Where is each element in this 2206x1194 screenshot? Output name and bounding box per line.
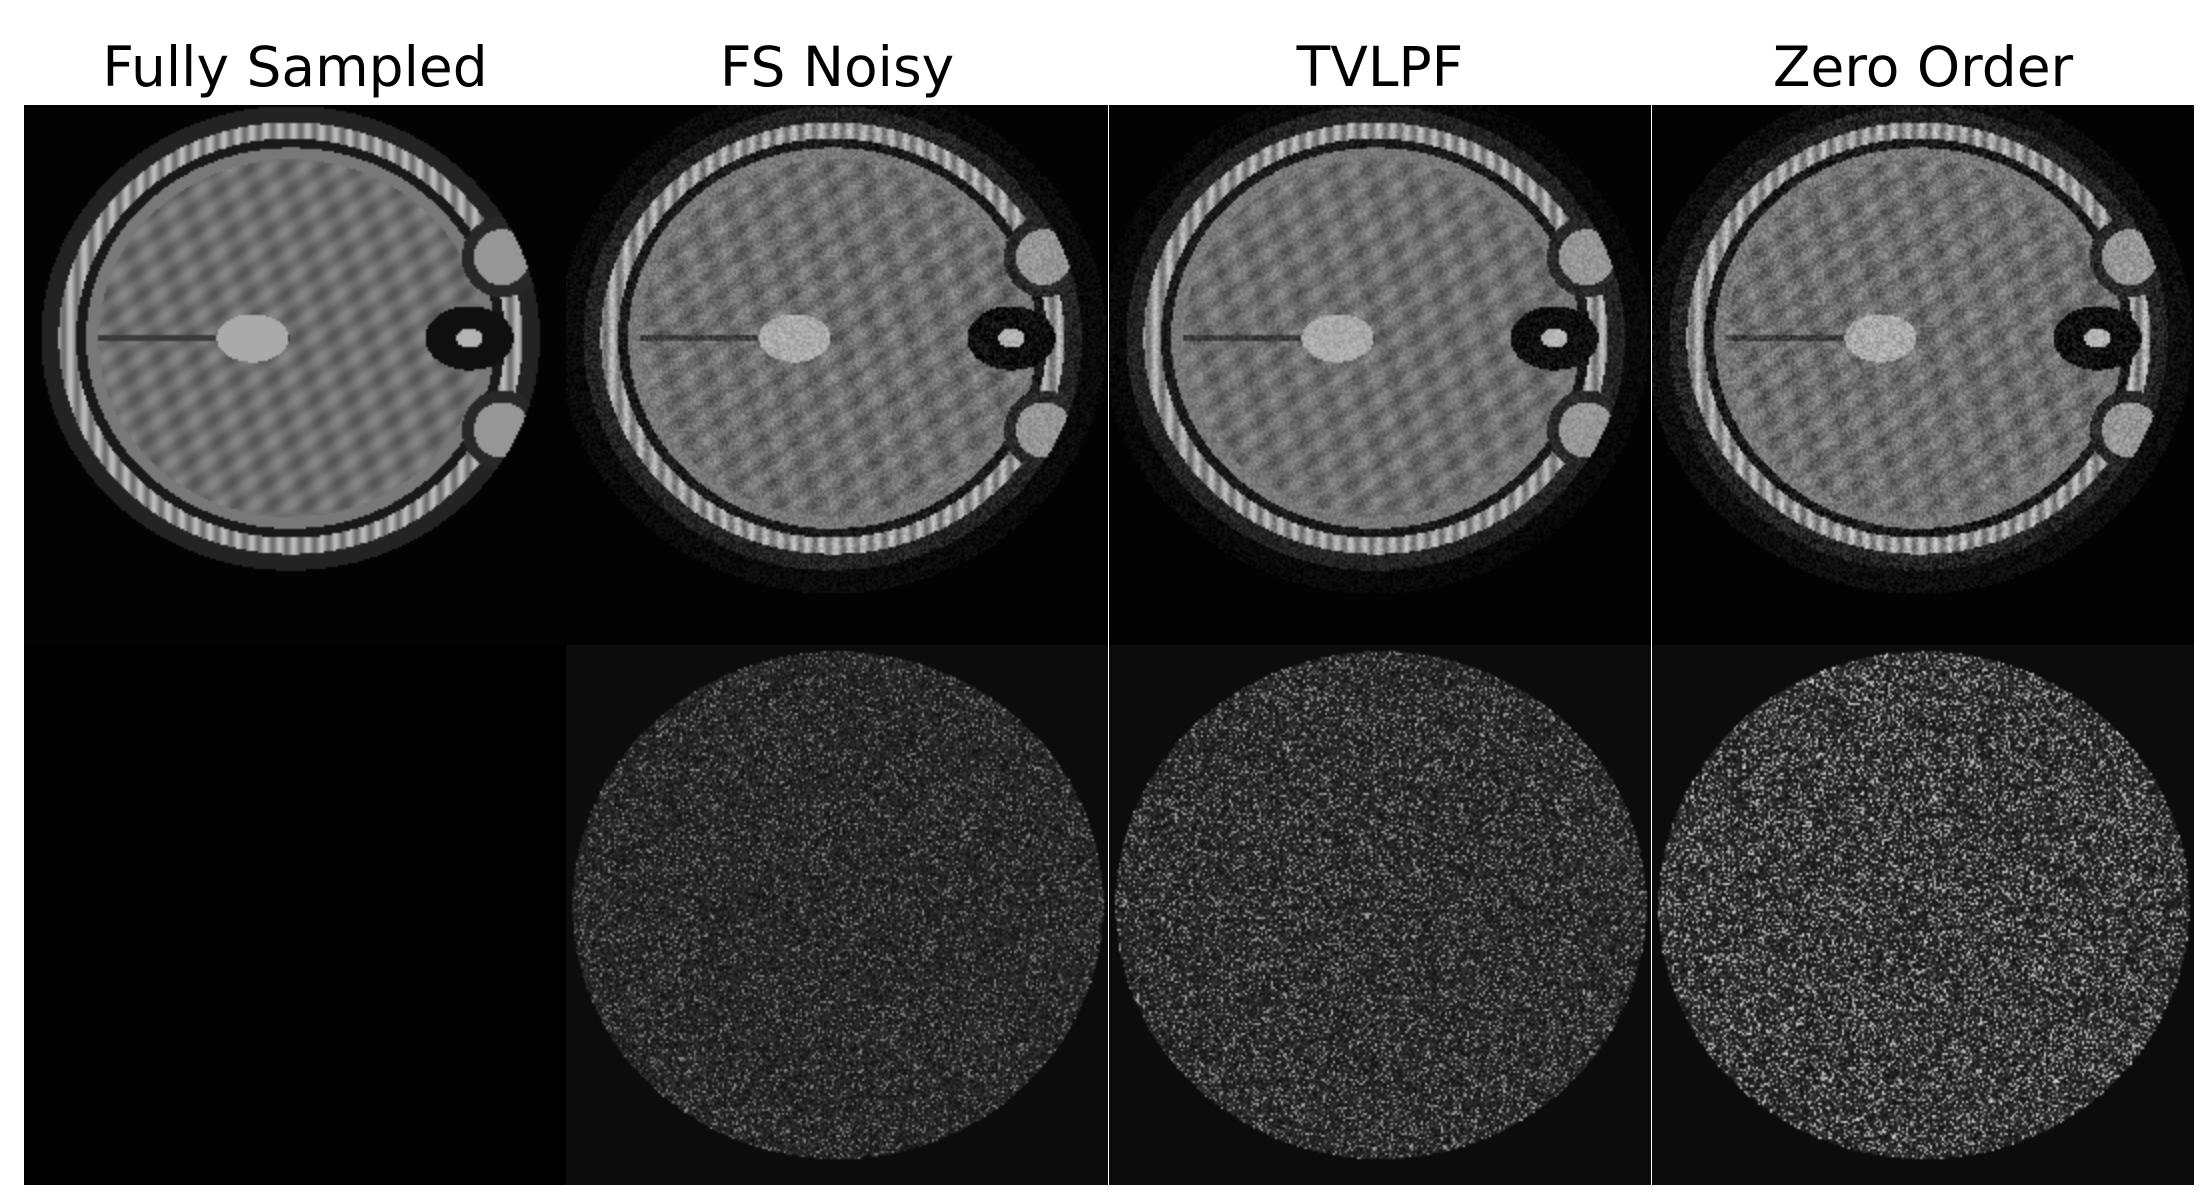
column-title-fully-sampled: Fully Sampled [102, 35, 488, 99]
error-map-zero-order [1652, 645, 2194, 1185]
error-map-fully-sampled [24, 645, 566, 1185]
column-title-tvlpf: TVLPF [1296, 35, 1464, 99]
error-map-fs-noisy [566, 645, 1108, 1185]
error-map-tvlpf [1109, 645, 1651, 1185]
column-tvlpf [1109, 105, 1651, 1185]
column-fs-noisy [566, 105, 1108, 1185]
column-zero-order [1652, 105, 2194, 1185]
column-title-fs-noisy: FS Noisy [719, 35, 955, 99]
brain-image-fs-noisy [566, 105, 1108, 645]
column-fully-sampled [24, 105, 566, 1185]
brain-image-tvlpf [1109, 105, 1651, 645]
brain-image-zero-order [1652, 105, 2194, 645]
column-title-zero-order: Zero Order [1772, 35, 2074, 99]
brain-image-fully-sampled [24, 105, 566, 645]
